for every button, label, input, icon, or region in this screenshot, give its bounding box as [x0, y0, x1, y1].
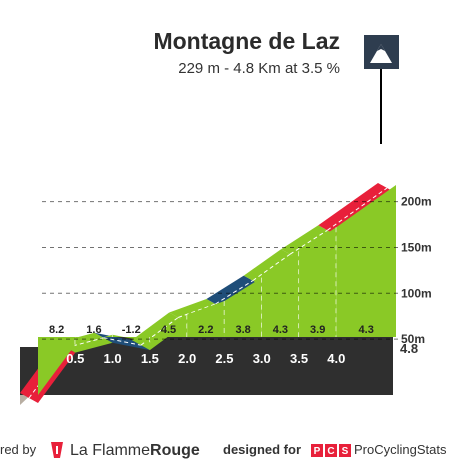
chart-subtitle: 229 m - 4.8 Km at 3.5 %	[178, 60, 340, 77]
segment-gradient-labels: 8.2 1.6 -1.2 4.5 2.2 3.8 4.3 3.9 4.3	[49, 324, 374, 336]
y-tick-label: 200m	[401, 195, 432, 209]
segment-gradient-label: 2.2	[198, 324, 213, 336]
profile-front-faces	[38, 185, 396, 395]
segment-top-centerline	[327, 187, 388, 231]
profile-top-surface	[20, 183, 396, 403]
segment-gradient-label: 3.9	[310, 324, 325, 336]
x-tick-label: 1.0	[104, 351, 122, 366]
segment-gradient-label: 3.8	[235, 324, 250, 336]
flamme-rouge-brand[interactable]: La FlammeRouge	[70, 442, 200, 460]
x-tick-label: 2.5	[215, 351, 233, 366]
x-tick-label: 3.5	[290, 351, 308, 366]
summit-snow-cap	[377, 44, 385, 51]
summit-mountain-glyph	[370, 44, 392, 63]
segment-face	[38, 337, 76, 395]
y-tick-label: 100m	[401, 286, 432, 300]
x-axis-labels: 0.5 1.0 1.5 2.0 2.5 3.0 3.5 4.0	[66, 351, 345, 366]
summit-marker	[364, 35, 399, 144]
designed-for-text: designed for	[223, 442, 302, 457]
segment-gradient-label: 8.2	[49, 324, 64, 336]
y-axis-ticks: 50m 100m 150m 200m 4.8	[42, 195, 432, 356]
elevation-profile-chart: 50m 100m 150m 200m 4.8 8.2 1.6 -1.2 4.5 2.2 3.8 4.…	[20, 35, 432, 405]
segment-gradient-label: 4.3	[273, 324, 288, 336]
segment-gradient-label: 4.3	[359, 324, 374, 336]
x-tick-label: 2.0	[178, 351, 196, 366]
powered-by-text: red by	[0, 442, 37, 457]
pcs-badge: P C S	[311, 444, 351, 460]
footer: red by La FlammeRouge designed for P C S…	[0, 442, 455, 464]
segment-top-green	[169, 298, 225, 323]
pcs-link[interactable]: ProCyclingStats	[354, 442, 447, 457]
chart-title: Montagne de Laz	[153, 28, 340, 54]
segment-face	[112, 334, 150, 343]
segment-gradient-label: 1.6	[86, 324, 101, 336]
segment-gradient-label: 4.5	[161, 324, 176, 336]
y-tick-label: 150m	[401, 240, 432, 254]
pcs-badge-letter-1: P	[314, 446, 321, 457]
segment-top-blue	[94, 332, 150, 351]
segment-face	[149, 314, 188, 343]
segment-face	[75, 334, 113, 345]
base-band-shape	[20, 337, 393, 395]
flamme-rouge-logo-icon	[48, 440, 66, 463]
x-tick-label: 0.5	[66, 351, 84, 366]
pcs-badge-letter-2: C	[327, 446, 334, 457]
segment-top-centerline	[289, 229, 328, 255]
segment-face	[224, 277, 262, 337]
segment-face	[299, 227, 337, 337]
x-tick-label: 4.0	[327, 351, 345, 366]
segment-face	[261, 251, 300, 337]
segment-top-centerline	[103, 337, 141, 346]
segment-top-centerline	[252, 253, 291, 282]
x-tick-label: 3.0	[253, 351, 271, 366]
end-distance-label: 4.8	[400, 341, 418, 356]
x-tick-label: 1.5	[141, 351, 159, 366]
segment-face	[187, 300, 225, 337]
y-tick-label: 50m	[401, 332, 425, 346]
brand-name-bold: Rouge	[150, 442, 200, 459]
segment-gradient-label: -1.2	[122, 324, 141, 336]
segment-face	[336, 185, 396, 337]
brand-name-regular: La Flamme	[70, 442, 151, 459]
pcs-badge-letter-3: S	[342, 446, 349, 457]
segment-top-centerline	[215, 280, 254, 305]
